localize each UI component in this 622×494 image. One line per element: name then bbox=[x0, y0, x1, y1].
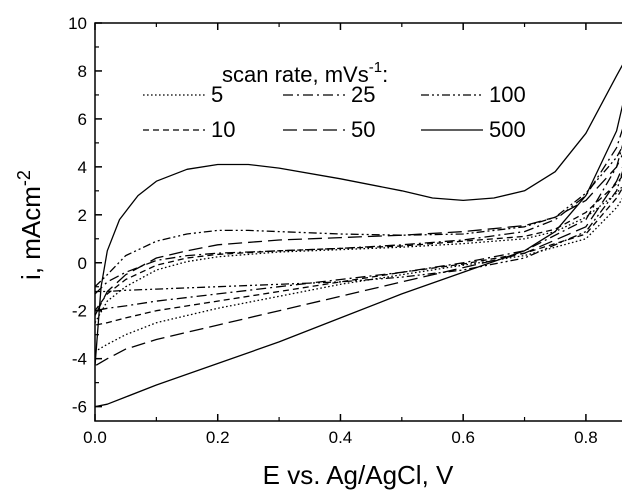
x-axis-ticks: 0.0 0.2 0.4 0.6 0.8 bbox=[83, 23, 598, 447]
y-tick-label: -4 bbox=[72, 350, 87, 369]
legend-label-5: 5 bbox=[211, 82, 223, 107]
legend-title-main: scan rate, mVs bbox=[222, 62, 369, 87]
series-layer bbox=[95, 64, 622, 408]
y-tick-label: 2 bbox=[78, 206, 87, 225]
series-line-50 bbox=[95, 154, 622, 367]
legend-title-sup: -1 bbox=[369, 59, 382, 76]
y-tick-label: 4 bbox=[78, 158, 87, 177]
x-tick-label: 0.4 bbox=[329, 428, 353, 447]
y-axis-ticks: -6 -4 -2 0 2 4 6 8 10 bbox=[68, 14, 102, 417]
legend: scan rate, mVs-1: 5 25 100 10 50 500 bbox=[143, 59, 526, 142]
legend-label-50: 50 bbox=[351, 117, 375, 142]
y-tick-label: 0 bbox=[78, 254, 87, 273]
series-line-100 bbox=[95, 146, 622, 293]
y-axis-label: i, mAcm-2 bbox=[14, 170, 46, 280]
x-tick-label: 0.8 bbox=[574, 428, 598, 447]
y-axis-label-sup: -2 bbox=[14, 170, 34, 186]
plot-frame bbox=[94, 22, 622, 422]
legend-label-100: 100 bbox=[489, 82, 526, 107]
y-tick-label: 6 bbox=[78, 110, 87, 129]
legend-title: scan rate, mVs-1: bbox=[222, 59, 388, 87]
legend-label-500: 500 bbox=[489, 117, 526, 142]
series-line-10 bbox=[95, 175, 622, 326]
series-line-500 bbox=[95, 64, 622, 408]
legend-label-10: 10 bbox=[211, 117, 235, 142]
series-line-5 bbox=[95, 185, 622, 353]
x-tick-label: 0.6 bbox=[451, 428, 475, 447]
legend-items: 5 25 100 10 50 500 bbox=[143, 82, 526, 142]
y-axis-label-main: i, mAcm bbox=[16, 186, 46, 280]
x-tick-label: 0.0 bbox=[83, 428, 107, 447]
legend-title-end: : bbox=[382, 62, 388, 87]
y-tick-label: -2 bbox=[72, 302, 87, 321]
y-tick-label: 10 bbox=[68, 14, 87, 33]
x-tick-label: 0.2 bbox=[206, 428, 230, 447]
legend-label-25: 25 bbox=[351, 82, 375, 107]
y-tick-label: 8 bbox=[78, 62, 87, 81]
y-tick-label: -6 bbox=[72, 398, 87, 417]
x-axis-label: E vs. Ag/AgCl, V bbox=[263, 460, 454, 490]
